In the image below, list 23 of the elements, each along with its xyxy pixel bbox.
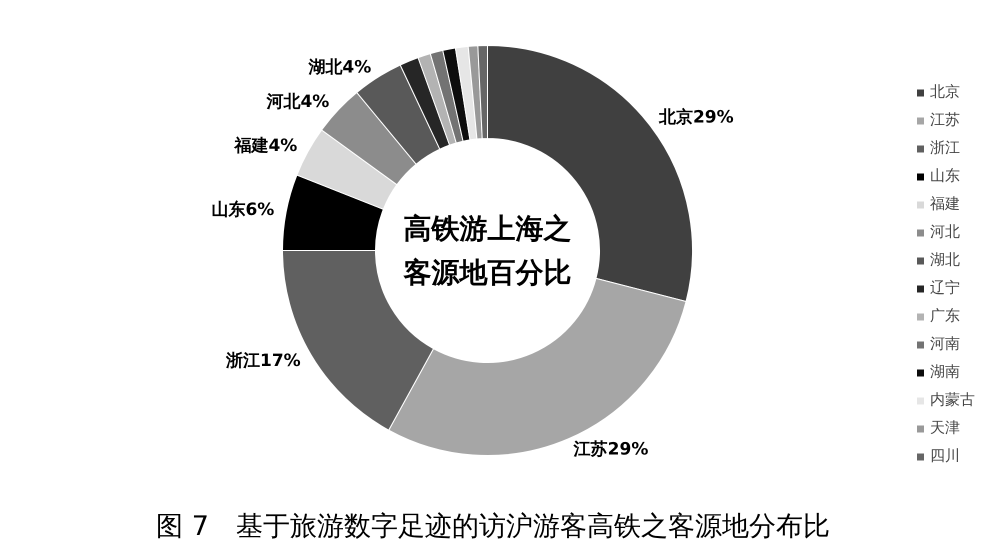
category-label: 福建4% <box>234 136 298 156</box>
legend-label: 北京 <box>930 82 960 102</box>
legend-label: 山东 <box>930 166 960 186</box>
text: 高铁游上海之客源地百分比 <box>402 212 572 289</box>
legend-label: 河北 <box>930 222 960 242</box>
legend-label: 福建 <box>930 194 960 214</box>
category-label: 山东6% <box>211 200 274 220</box>
legend-label: 河南 <box>930 334 960 354</box>
legend-label: 广东 <box>930 306 960 326</box>
category-label: 江苏29% <box>574 440 648 460</box>
legend-label: 四川 <box>930 446 960 466</box>
category-label: 北京29% <box>658 108 734 128</box>
caption: 图 7 基于旅游数字足迹的访沪游客高铁之客源地分布比 <box>156 511 830 542</box>
legend-label: 湖北 <box>930 250 960 270</box>
category-label: 河北4% <box>266 92 330 112</box>
legend-label: 浙江 <box>930 138 960 158</box>
legend-label: 江苏 <box>930 110 960 130</box>
legend-label: 天津 <box>930 418 960 438</box>
category-label: 浙江17% <box>226 350 301 371</box>
legend-label: 辽宁 <box>930 278 960 298</box>
legend-label: 湖南 <box>930 362 960 382</box>
legend-label: 内蒙古 <box>930 390 975 410</box>
category-label: 湖北4% <box>308 57 372 78</box>
